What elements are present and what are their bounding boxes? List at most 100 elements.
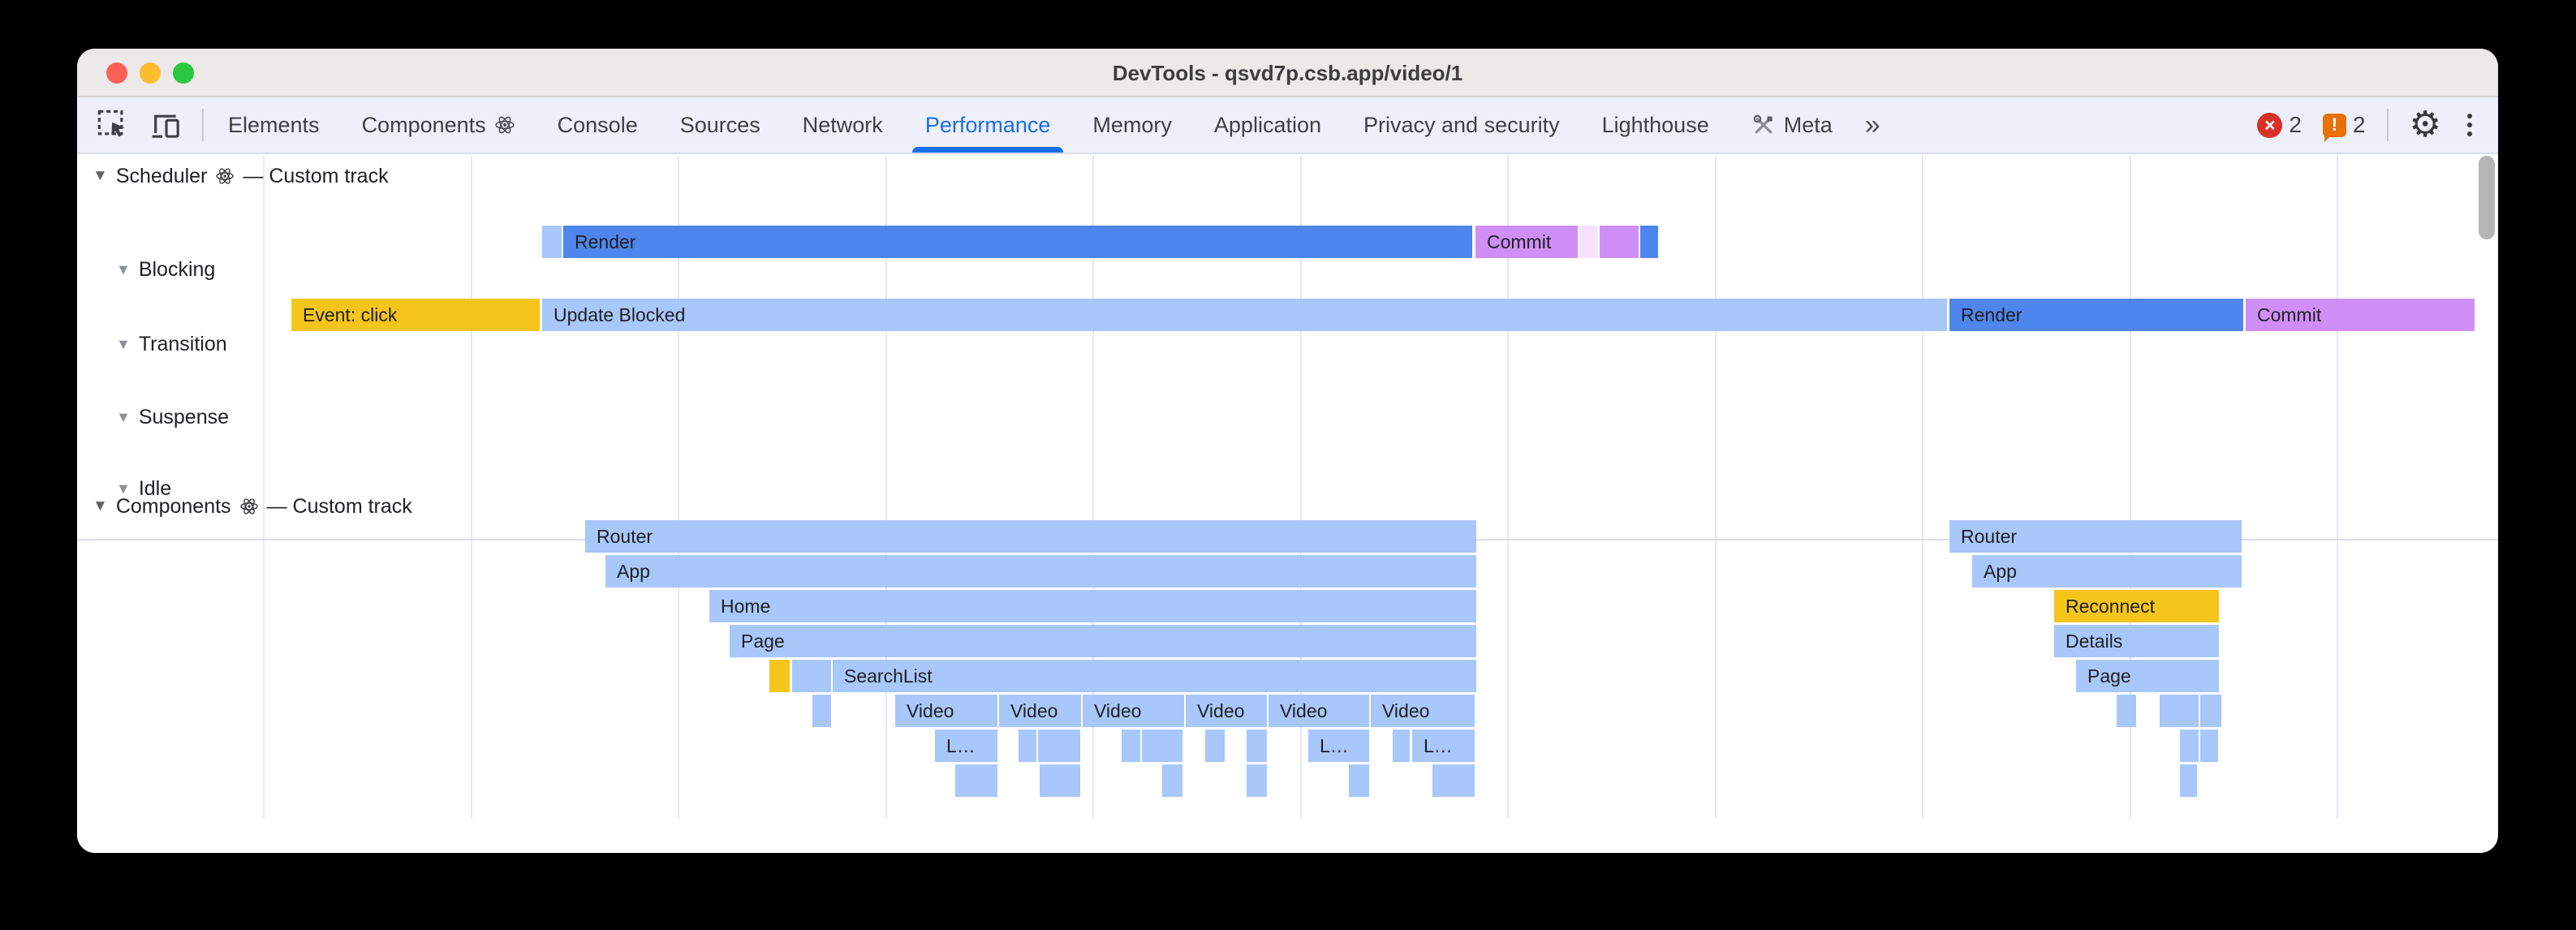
window-title: DevTools - qsvd7p.csb.app/video/1 [1112, 61, 1463, 85]
flame-bar[interactable] [1038, 730, 1080, 762]
flame-bar-home[interactable]: Home [709, 590, 1476, 622]
flame-bar[interactable] [792, 660, 831, 692]
flame-bar[interactable] [1640, 226, 1658, 258]
gridline [678, 156, 679, 819]
track-header-scheduler[interactable]: ▼ Scheduler — Custom track [93, 163, 389, 189]
tab-performance[interactable]: Performance [904, 97, 1072, 153]
disclosure-triangle-icon: ▼ [116, 480, 131, 497]
tab-console[interactable]: Console [557, 112, 638, 137]
flame-bar-video[interactable]: Video [895, 695, 997, 727]
flame-bar-router[interactable]: Router [585, 520, 1476, 553]
gridline [2130, 156, 2131, 819]
flame-bar[interactable] [1349, 764, 1369, 797]
flame-bar[interactable] [542, 226, 562, 258]
flame-bar-video[interactable]: Video [999, 695, 1081, 727]
error-badge[interactable]: × 2 [2257, 112, 2302, 138]
flame-bar[interactable] [2160, 695, 2199, 727]
inspect-cursor-icon [97, 109, 129, 141]
flame-bar-video[interactable]: Video [1269, 695, 1369, 727]
tab-lighthouse[interactable]: Lighthouse [1601, 112, 1709, 137]
flame-bar-l[interactable]: L… [1308, 730, 1369, 762]
flame-bar-commit[interactable]: Commit [1475, 226, 1578, 258]
flame-bar-video[interactable]: Video [1186, 695, 1267, 727]
settings-button[interactable]: ⚙ [2410, 107, 2441, 143]
flame-bar[interactable] [1393, 730, 1410, 762]
disclosure-triangle-icon: ▼ [93, 497, 108, 515]
flame-bar[interactable] [1247, 730, 1267, 762]
tab-sources[interactable]: Sources [679, 112, 760, 137]
flame-bar[interactable] [1600, 226, 1639, 258]
flame-bar-event-click[interactable]: Event: click [291, 299, 540, 331]
tab-privacy-and-security[interactable]: Privacy and security [1363, 112, 1560, 137]
tab-elements[interactable]: Elements [228, 112, 320, 137]
gridline [471, 156, 472, 819]
flame-bar-details[interactable]: Details [2054, 625, 2219, 657]
flame-bar-page[interactable]: Page [730, 625, 1476, 657]
close-button[interactable] [106, 62, 127, 84]
zoom-button[interactable] [173, 62, 194, 84]
flame-bar-l[interactable]: L… [935, 730, 997, 762]
issues-badge[interactable]: ! 2 [2322, 112, 2366, 142]
disclosure-triangle-icon: ▼ [116, 336, 131, 352]
flame-bar[interactable] [1122, 730, 1140, 762]
flame-bar-video[interactable]: Video [1371, 695, 1475, 727]
react-atom-icon [239, 497, 259, 516]
lane-label-transition[interactable]: ▼ Transition [116, 333, 227, 355]
flame-bar[interactable] [1040, 764, 1080, 797]
flame-bar[interactable] [1205, 730, 1225, 762]
gridline [1715, 156, 1717, 819]
scrollbar-thumb[interactable] [2479, 156, 2495, 239]
gridline [1922, 156, 1923, 819]
flame-bar[interactable] [1142, 730, 1182, 762]
flame-bar-app[interactable]: App [605, 555, 1476, 588]
flame-bar[interactable] [812, 695, 831, 727]
gear-icon: ⚙ [2409, 105, 2441, 144]
flame-bar-app[interactable]: App [1972, 555, 2242, 588]
flame-bar-router[interactable]: Router [1949, 520, 2242, 553]
disclosure-triangle-icon: ▼ [93, 167, 108, 184]
more-tabs-button[interactable]: » [1854, 101, 1892, 149]
minimize-button[interactable] [140, 62, 161, 84]
flame-chart[interactable]: ▼ Scheduler — Custom track ▼ Components … [77, 156, 2498, 853]
flame-bar-commit[interactable]: Commit [2246, 299, 2475, 331]
flame-bar-render[interactable]: Render [563, 226, 1472, 258]
flame-bar[interactable] [2180, 764, 2197, 797]
flame-bar[interactable] [769, 660, 790, 692]
device-toolbar-button[interactable] [149, 107, 184, 143]
menu-button[interactable] [2462, 114, 2477, 136]
toolbar-divider [202, 109, 204, 141]
track-title: Scheduler [115, 164, 208, 187]
flame-bar[interactable] [2117, 695, 2136, 727]
tab-components[interactable]: Components [341, 97, 536, 153]
flame-bar-searchlist[interactable]: SearchList [833, 660, 1476, 692]
flame-bar[interactable] [1579, 226, 1598, 258]
flame-bar-render[interactable]: Render [1949, 299, 2243, 331]
flame-bar[interactable] [1019, 730, 1036, 762]
flame-bar[interactable] [2180, 730, 2199, 762]
flame-bar-page[interactable]: Page [2076, 660, 2219, 692]
flame-bar-video[interactable]: Video [1083, 695, 1184, 727]
react-atom-icon [494, 114, 515, 136]
tab-application[interactable]: Application [1213, 112, 1321, 137]
flame-bar[interactable] [2200, 730, 2218, 762]
inspect-element-button[interactable] [95, 107, 131, 143]
tab-memory[interactable]: Memory [1092, 112, 1172, 137]
flame-bar[interactable] [1247, 764, 1267, 797]
toolbar-divider-right [2386, 109, 2389, 141]
tab-meta[interactable]: Meta [1730, 97, 1854, 153]
flame-bar[interactable] [1432, 764, 1475, 797]
titlebar: DevTools - qsvd7p.csb.app/video/1 [77, 49, 2498, 97]
flame-bar-reconnect[interactable]: Reconnect [2054, 590, 2219, 622]
lane-label-blocking[interactable]: ▼ Blocking [116, 258, 216, 281]
flame-bar-l[interactable]: L… [1412, 730, 1475, 762]
lane-label-idle[interactable]: ▼ Idle [116, 477, 172, 500]
toolbar: Elements Components Console [77, 97, 2498, 154]
flame-bar-update-blocked[interactable]: Update Blocked [542, 299, 1947, 331]
tab-network[interactable]: Network [802, 112, 883, 137]
flame-bar[interactable] [955, 764, 997, 797]
flame-bar[interactable] [2200, 695, 2221, 727]
flame-bar[interactable] [1162, 764, 1182, 797]
chevron-double-icon: » [1864, 110, 1880, 140]
track-header-components[interactable]: ▼ Components — Custom track [93, 493, 412, 519]
lane-label-suspense[interactable]: ▼ Suspense [116, 406, 230, 428]
